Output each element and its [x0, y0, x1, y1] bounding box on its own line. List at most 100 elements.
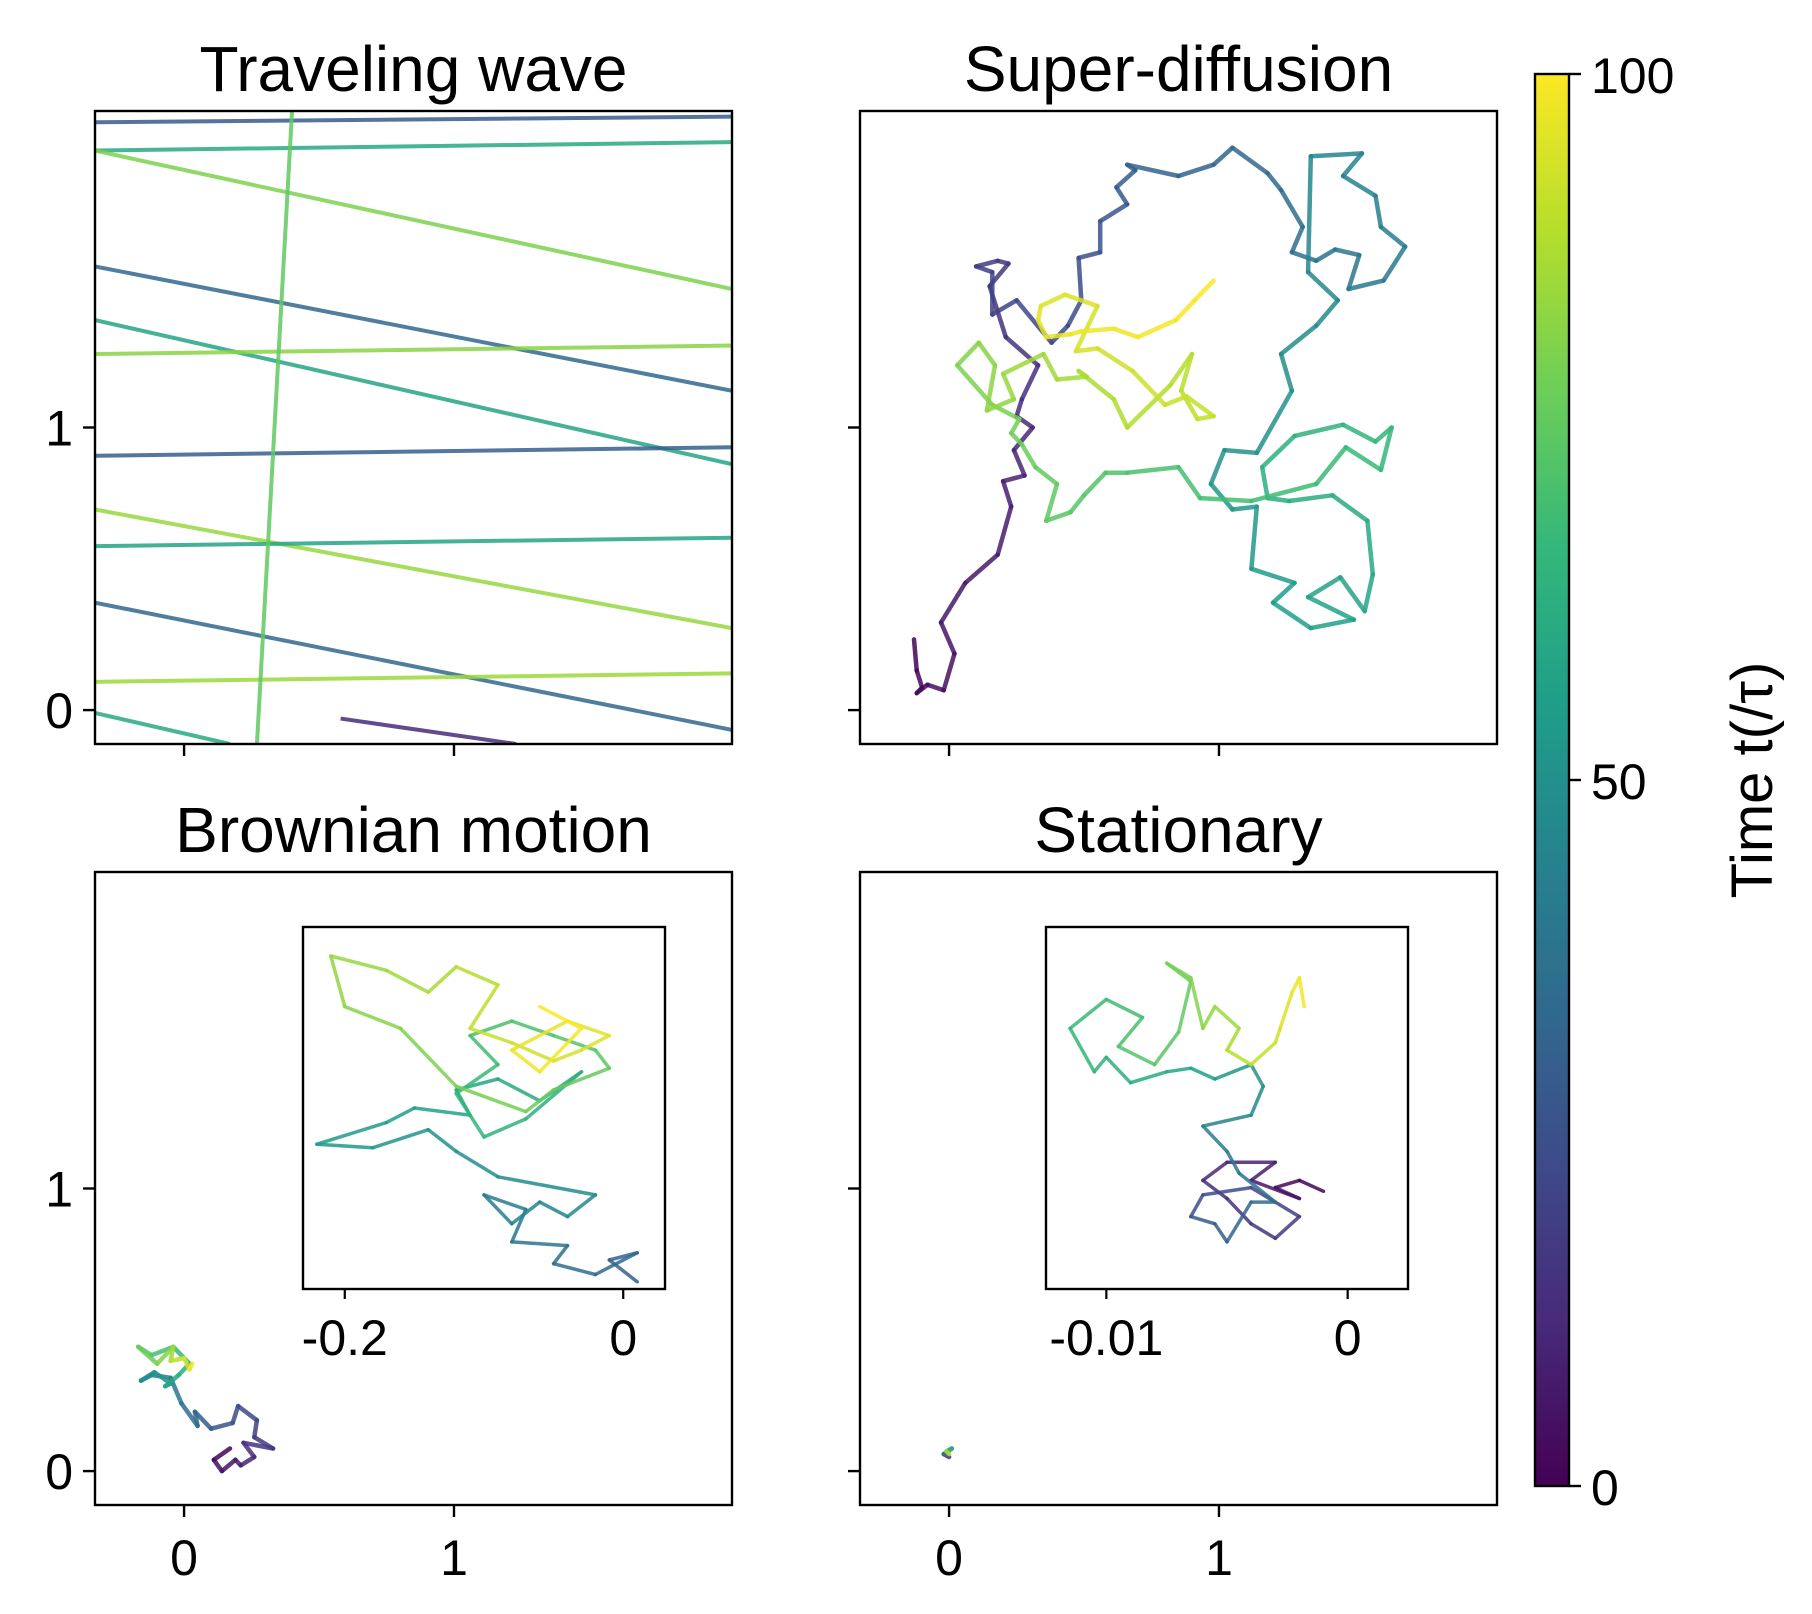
brownian-motion-inset-series-4-segment	[551, 1048, 584, 1063]
colorbar-tick-label-2: 100	[1591, 48, 1674, 104]
stationary-inset-series-0-segment	[1201, 1178, 1229, 1201]
traveling-wave-series-4	[95, 318, 732, 467]
brownian-motion-series-3	[135, 1344, 195, 1372]
brownian-motion-inset-series-0-segment	[510, 1240, 570, 1248]
super-diffusion-series-0-segment	[914, 682, 930, 696]
super-diffusion-series-2-segment	[1289, 224, 1305, 255]
super-diffusion-series-5-segment	[1035, 303, 1044, 323]
super-diffusion-series-4-segment	[1033, 464, 1060, 487]
super-diffusion-series-0-segment	[911, 637, 919, 673]
super-diffusion-series-4-segment	[1081, 470, 1108, 498]
brownian-motion-series-0-segment	[252, 1434, 276, 1451]
super-diffusion-series-3-segment	[1292, 422, 1346, 439]
traveling-wave-panel: Traveling wave 0 1	[45, 33, 734, 756]
stationary-inset-series-4-segment	[1225, 1048, 1253, 1067]
stationary-inset-series-2-segment	[1164, 1066, 1193, 1074]
stationary-inset-series-0-segment	[1249, 1178, 1302, 1201]
super-diffusion-series-5-segment	[1054, 374, 1089, 382]
brownian-motion-xtick-label-1: 1	[440, 1530, 468, 1586]
stationary-inset-series-0	[1201, 1160, 1326, 1241]
super-diffusion-series-5-segment	[1062, 292, 1100, 309]
brownian-motion-inset-series-0	[482, 1193, 639, 1284]
super-diffusion-series-3-segment	[1208, 481, 1235, 512]
stationary-inset-series-1-segment	[1225, 1200, 1253, 1244]
stationary-inset-series-4-segment	[1225, 1026, 1241, 1052]
brownian-motion-inset-series-0-segment	[510, 1200, 542, 1226]
brownian-motion-inset-series-3-segment	[468, 1026, 514, 1045]
super-diffusion-series-4-segment	[954, 363, 995, 408]
brownian-motion-inset-series-1-segment	[412, 1106, 472, 1117]
brownian-motion-inset-series-2-segment	[482, 1117, 528, 1139]
traveling-wave-series-0	[95, 114, 732, 125]
stationary-inset-xtick-label-0: -0.01	[1049, 1310, 1163, 1366]
brownian-motion-ytick-label-0: 0	[45, 1444, 73, 1500]
super-diffusion-series-1-segment	[1076, 250, 1103, 261]
stationary-inset-series-0-segment	[1273, 1200, 1302, 1219]
stationary-xtick-label-0: 0	[935, 1530, 963, 1586]
stationary-inset-series-5-segment	[1278, 990, 1294, 1031]
super-diffusion-series-2	[1208, 151, 1408, 487]
traveling-wave-title: Traveling wave	[199, 33, 627, 105]
super-diffusion-series-5-segment	[1095, 346, 1135, 374]
brownian-motion-inset-series-3-segment	[426, 965, 458, 994]
super-diffusion-series-1-segment	[1278, 187, 1305, 230]
super-diffusion-series-4-segment	[1019, 442, 1038, 470]
brownian-motion-inset-xtick-label-1: 0	[609, 1310, 637, 1366]
stationary-inset-series-1-segment	[1213, 1222, 1229, 1244]
super-diffusion-series-3-segment	[1378, 425, 1394, 473]
super-diffusion-series-0-segment	[995, 504, 1014, 557]
brownian-motion-inset-series-4-segment	[510, 1019, 570, 1052]
traveling-wave-series-10	[95, 671, 732, 684]
stationary-panel: Stationary 0 1 -0.01 0	[848, 794, 1499, 1586]
super-diffusion-series-1	[973, 145, 1305, 345]
brownian-motion-inset-series-2-segment	[524, 1088, 556, 1114]
stationary-inset-series-2-segment	[1249, 1084, 1265, 1117]
super-diffusion-series-5-segment	[1192, 278, 1216, 303]
brownian-motion-inset-series-3	[329, 954, 528, 1114]
super-diffusion-series-1-segment	[990, 298, 1019, 317]
super-diffusion-series-0	[911, 258, 1041, 696]
stationary-inset-series-2-segment	[1201, 1124, 1229, 1154]
super-diffusion-series-3-segment	[1265, 495, 1292, 504]
brownian-motion-inset-series-4-segment	[537, 1026, 584, 1074]
super-diffusion-series-0-segment	[1000, 478, 1014, 509]
stationary-inset-series-0-segment	[1225, 1196, 1253, 1226]
super-diffusion-series-2-segment	[1254, 388, 1295, 456]
brownian-motion-xtick-label-0: 0	[170, 1530, 198, 1586]
brownian-motion-series-1	[138, 1369, 235, 1431]
super-diffusion-series-0-segment	[1011, 425, 1035, 453]
stationary-inset-series-4	[1164, 961, 1278, 1067]
super-diffusion-series-5-segment	[1184, 394, 1216, 419]
super-diffusion-series-3-segment	[1259, 464, 1270, 501]
super-diffusion-series-0-segment	[1000, 473, 1027, 484]
brownian-motion-inset-series-3-segment	[454, 1084, 528, 1114]
traveling-wave-series-1	[95, 140, 732, 153]
brownian-motion-inset-background	[303, 927, 665, 1289]
stationary-inset-frame	[1044, 925, 1410, 1291]
super-diffusion-series-0-segment	[938, 620, 957, 656]
super-diffusion-series-4-segment	[984, 396, 1017, 413]
super-diffusion-series-3-segment	[1270, 600, 1314, 631]
super-diffusion-series-5-segment	[1073, 346, 1100, 354]
super-diffusion-series-2-segment	[1313, 247, 1338, 264]
super-diffusion-series-3	[1208, 422, 1394, 631]
super-diffusion-series-4-segment	[1041, 351, 1060, 382]
brownian-motion-inset-series-4-segment	[537, 1004, 584, 1031]
super-diffusion-series-5-segment	[1124, 382, 1173, 430]
super-diffusion-series-2-segment	[1289, 250, 1319, 264]
stationary-inset-series-0-segment	[1273, 1214, 1302, 1241]
stationary-inset-series-3-segment	[1068, 997, 1109, 1031]
stationary-inset-series-5	[1273, 975, 1306, 1045]
brownian-motion-series-0	[211, 1403, 276, 1474]
super-diffusion-series-3-segment	[1270, 580, 1297, 605]
brownian-motion-inset-series-0-segment	[551, 1243, 570, 1266]
brownian-motion-series-3-segment	[168, 1355, 187, 1364]
super-diffusion-series-1-segment	[1124, 162, 1181, 179]
super-diffusion-series-4-segment	[1043, 510, 1073, 524]
super-diffusion-series-5-segment	[1073, 303, 1100, 354]
super-diffusion-series-5-segment	[1111, 396, 1130, 430]
super-diffusion-series-0-segment	[963, 552, 1000, 586]
stationary-inset-series-0-segment	[1249, 1160, 1278, 1183]
super-diffusion-series-0-segment	[914, 668, 925, 690]
stationary-inset-series-3-segment	[1128, 1070, 1169, 1085]
